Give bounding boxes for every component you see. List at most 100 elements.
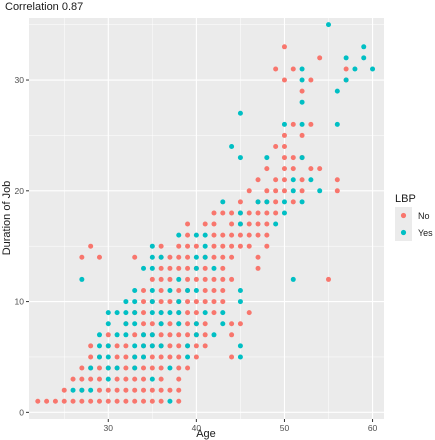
point-no xyxy=(264,210,270,216)
point-yes xyxy=(237,343,243,349)
point-no xyxy=(114,354,120,360)
point-yes xyxy=(105,321,111,327)
point-yes xyxy=(105,310,111,316)
legend-label-no: No xyxy=(418,211,430,221)
point-yes xyxy=(326,22,332,28)
point-yes xyxy=(361,44,367,50)
point-no xyxy=(123,376,129,382)
point-no xyxy=(211,221,217,227)
point-no xyxy=(237,232,243,238)
point-yes xyxy=(308,177,314,183)
point-no xyxy=(185,332,191,338)
point-no xyxy=(176,365,182,371)
point-yes xyxy=(299,121,305,127)
point-no xyxy=(176,398,182,404)
point-yes xyxy=(220,199,226,205)
point-no xyxy=(229,321,235,327)
point-no xyxy=(158,299,164,305)
point-yes xyxy=(237,221,243,227)
point-yes xyxy=(361,55,367,61)
point-yes xyxy=(281,199,287,205)
point-no xyxy=(211,276,217,282)
point-yes xyxy=(149,332,155,338)
point-no xyxy=(105,398,111,404)
point-no xyxy=(96,254,102,260)
point-no xyxy=(167,332,173,338)
y-tick-label: 30 xyxy=(15,75,25,85)
point-no xyxy=(229,354,235,360)
plot-panel xyxy=(29,18,384,419)
point-no xyxy=(246,232,252,238)
point-no xyxy=(158,376,164,382)
point-yes xyxy=(149,254,155,260)
point-yes xyxy=(149,288,155,294)
point-no xyxy=(96,398,102,404)
point-no xyxy=(299,88,305,94)
y-axis-title: Duration of Job xyxy=(1,181,13,256)
point-yes xyxy=(211,265,217,271)
y-axis: 0 10 20 30 xyxy=(15,75,29,417)
point-no xyxy=(149,387,155,393)
point-no xyxy=(176,243,182,249)
point-no xyxy=(264,166,270,172)
x-tick-label: 40 xyxy=(192,423,202,433)
point-yes xyxy=(105,376,111,382)
point-yes xyxy=(264,155,270,161)
point-yes xyxy=(123,299,129,305)
point-no xyxy=(343,66,349,72)
point-yes xyxy=(149,376,155,382)
legend-item-yes: Yes xyxy=(395,224,433,241)
point-no xyxy=(281,166,287,172)
point-no xyxy=(141,299,147,305)
point-yes xyxy=(202,232,208,238)
point-no xyxy=(220,265,226,271)
legend-title: LBP xyxy=(395,193,416,205)
point-no xyxy=(79,398,85,404)
point-yes xyxy=(158,310,164,316)
point-no xyxy=(229,243,235,249)
point-no xyxy=(79,365,85,371)
point-yes xyxy=(158,321,164,327)
point-yes xyxy=(167,398,173,404)
point-no xyxy=(114,398,120,404)
point-yes xyxy=(334,88,340,94)
point-yes xyxy=(290,188,296,194)
point-no xyxy=(88,343,94,349)
point-no xyxy=(96,376,102,382)
point-no xyxy=(79,254,85,260)
point-no xyxy=(132,332,138,338)
point-no xyxy=(246,210,252,216)
point-yes xyxy=(343,55,349,61)
point-no xyxy=(193,243,199,249)
point-no xyxy=(202,288,208,294)
point-yes xyxy=(149,299,155,305)
point-yes xyxy=(149,265,155,271)
point-no xyxy=(229,332,235,338)
point-yes xyxy=(193,332,199,338)
point-no xyxy=(246,221,252,227)
point-yes xyxy=(193,288,199,294)
point-no xyxy=(290,66,296,72)
point-no xyxy=(176,354,182,360)
point-yes xyxy=(176,321,182,327)
point-no xyxy=(273,210,279,216)
point-no xyxy=(52,398,58,404)
point-no xyxy=(281,44,287,50)
point-yes xyxy=(317,188,323,194)
point-no xyxy=(61,387,67,393)
point-no xyxy=(114,343,120,349)
point-no xyxy=(149,321,155,327)
point-no xyxy=(273,199,279,205)
point-no xyxy=(141,288,147,294)
point-yes xyxy=(220,310,226,316)
point-yes xyxy=(185,343,191,349)
point-yes xyxy=(202,254,208,260)
point-yes xyxy=(132,321,138,327)
y-tick-label: 0 xyxy=(19,407,24,417)
point-yes xyxy=(237,110,243,116)
point-no xyxy=(290,199,296,205)
point-no xyxy=(220,276,226,282)
point-no xyxy=(123,398,129,404)
point-no xyxy=(334,188,340,194)
point-yes xyxy=(158,343,164,349)
